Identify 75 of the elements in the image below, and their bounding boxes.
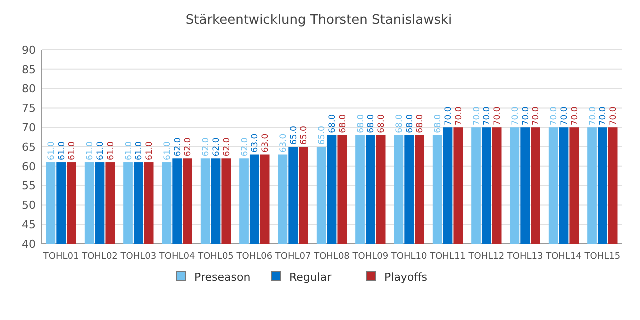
data-label: 70.0 [493,106,504,126]
x-tick-label: TOHL10 [390,252,428,262]
x-tick-label: TOHL07 [274,252,312,262]
data-label: 65.0 [318,126,328,145]
x-tick-label: TOHL04 [158,252,196,262]
data-label: 61.0 [124,142,134,161]
data-label: 68.0 [405,114,416,134]
legend-label: Playoffs [384,270,428,284]
x-tick-label: TOHL02 [81,252,118,262]
data-label: 70.0 [550,106,560,126]
legend-label: Regular [290,270,332,284]
x-tick-label: TOHL01 [42,252,80,262]
data-label: 68.0 [434,114,444,134]
y-tick-label: 70 [22,121,36,134]
data-label: 65.0 [300,126,310,145]
data-label: 61.0 [106,142,116,161]
data-label: 70.0 [598,106,609,126]
data-label: 70.0 [444,106,454,126]
x-tick-label: TOHL06 [236,252,273,262]
data-label: 61.0 [86,142,96,161]
data-label: 68.0 [328,114,338,134]
data-label: 70.0 [609,106,620,126]
x-tick-label: TOHL11 [429,252,466,262]
data-label: 70.0 [510,106,521,126]
data-label: 68.0 [366,114,377,134]
x-tick-label: TOHL09 [352,252,389,262]
x-tick-label: TOHL03 [120,252,157,262]
chart-title: Stärkeentwicklung Thorsten Stanislawski [186,13,452,28]
data-label: 61.0 [145,142,156,161]
x-tick-label: TOHL12 [468,252,505,262]
data-label: 70.0 [482,106,493,126]
data-label: 61.0 [162,142,173,161]
data-label: 68.0 [338,114,348,134]
data-label: 68.0 [356,114,366,134]
data-label: 70.0 [472,106,482,126]
data-label: 63.0 [250,134,261,153]
data-label: 68.0 [377,114,388,134]
data-label: 70.0 [521,106,532,126]
y-tick-label: 80 [22,82,36,96]
x-tick-label: TOHL05 [197,252,234,262]
y-tick-label: 45 [22,218,36,232]
data-label: 62.0 [212,138,222,157]
legend-label: Preseason [194,270,251,284]
y-tick-label: 90 [22,44,36,57]
data-label: 62.0 [184,138,194,157]
data-label: 68.0 [416,114,426,134]
x-tick-label: TOHL13 [506,252,544,262]
data-label: 62.0 [202,138,212,157]
data-label: 61.0 [68,142,78,161]
data-label: 70.0 [570,106,580,126]
data-label: 63.0 [278,134,289,153]
data-label: 65.0 [289,126,300,145]
data-label: 70.0 [588,106,598,126]
y-tick-label: 75 [22,102,36,116]
data-label: 62.0 [173,138,184,157]
x-tick-label: TOHL14 [545,252,582,262]
data-label: 61.0 [57,142,68,161]
x-tick-label: TOHL08 [313,252,350,262]
data-label: 61.0 [46,142,57,161]
data-label: 62.0 [222,138,232,157]
data-label: 68.0 [394,114,405,134]
y-tick-label: 55 [22,180,36,193]
data-label: 70.0 [560,106,570,126]
data-label: 61.0 [96,142,106,161]
y-tick-label: 65 [22,140,36,154]
y-tick-label: 40 [22,238,36,251]
x-tick-label: TOHL15 [584,252,621,262]
data-label: 61.0 [134,142,145,161]
data-label: 63.0 [261,134,272,153]
data-label: 62.0 [240,138,250,157]
y-tick-label: 50 [22,199,36,212]
y-tick-label: 60 [22,160,36,174]
data-label: 70.0 [454,106,464,126]
data-label: 70.0 [532,106,542,126]
y-tick-label: 85 [22,63,36,76]
